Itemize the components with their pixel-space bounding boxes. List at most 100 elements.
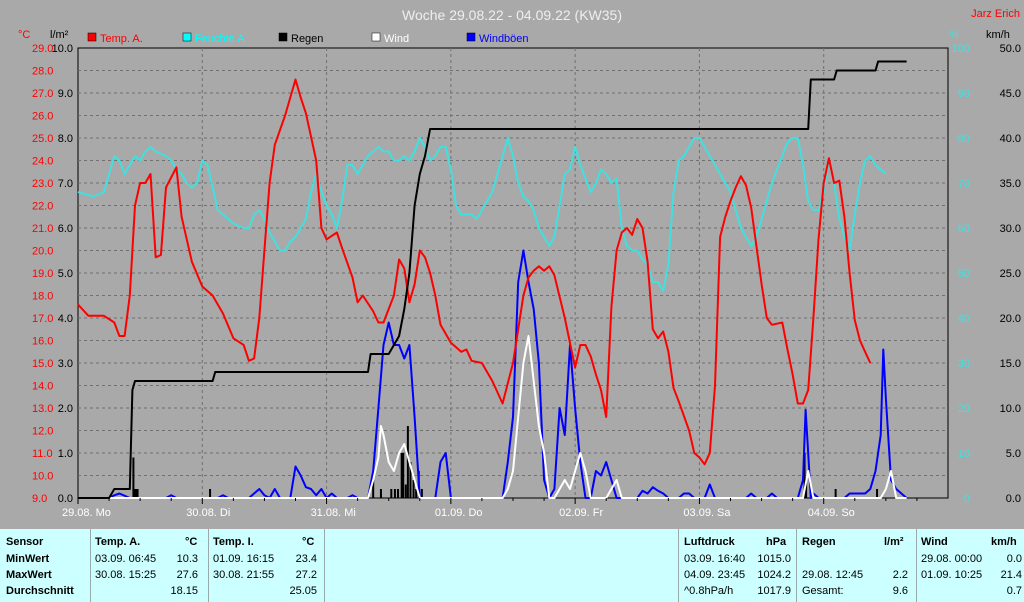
pressure-max-val: 1024.2: [757, 569, 791, 581]
divider: [916, 529, 917, 602]
rain-tick-label: 10.0: [52, 43, 73, 55]
row-label-avg: Durchschnitt: [6, 585, 74, 597]
wind-header: Wind: [921, 536, 948, 548]
temp-tick-label: 9.0: [32, 493, 47, 505]
temp-a-unit: °C: [185, 536, 198, 548]
rain-bar: [132, 457, 135, 498]
temp-tick-label: 25.0: [32, 133, 53, 145]
temp-tick-label: 19.0: [32, 268, 53, 280]
rain-bar: [420, 489, 423, 498]
pressure-min-date: 03.09. 16:40: [684, 553, 746, 565]
rain-bar: [406, 426, 409, 498]
rain-tick-label: 2.0: [58, 403, 73, 415]
rain-bar: [372, 480, 375, 498]
rain-unit-label: l/m²: [50, 29, 69, 41]
temp-i-max-val: 27.2: [295, 569, 317, 581]
rain-tick-label: 1.0: [58, 448, 73, 460]
hum-tick-label: 90: [958, 88, 970, 100]
rain-tick-label: 5.0: [58, 268, 73, 280]
temp-i-min-val: 23.4: [295, 553, 317, 565]
temp-tick-label: 16.0: [32, 336, 53, 348]
temp-tick-label: 17.0: [32, 313, 53, 325]
rain-tick-label: 6.0: [58, 223, 73, 235]
chart-title: Woche 29.08.22 - 04.09.22 (KW35): [402, 7, 622, 23]
legend-swatch: [87, 32, 97, 42]
divider: [324, 529, 325, 602]
temp-i-unit: °C: [302, 536, 315, 548]
row-label-max: MaxWert: [6, 569, 52, 581]
wind-tick-label: 45.0: [1000, 88, 1021, 100]
temp-tick-label: 21.0: [32, 223, 53, 235]
temp-tick-label: 12.0: [32, 426, 53, 438]
rain-bar: [390, 489, 393, 498]
temp-tick-label: 22.0: [32, 201, 53, 213]
row-label-min: MinWert: [6, 553, 50, 565]
rain-bar: [136, 489, 139, 498]
hum-unit-label: %: [949, 29, 959, 41]
rain-header: Regen: [802, 536, 836, 548]
pressure-unit: hPa: [766, 536, 787, 548]
rain-bar: [379, 489, 382, 498]
wind-tick-label: 30.0: [1000, 223, 1021, 235]
temp-tick-label: 24.0: [32, 156, 53, 168]
legend-label: Temp. A.: [100, 33, 143, 45]
hum-tick-label: 30: [958, 358, 970, 370]
x-tick-label: 31.08. Mi: [311, 507, 356, 519]
legend-label: Feuchte A.: [195, 33, 248, 45]
temp-a-min-date: 03.09. 06:45: [95, 553, 157, 565]
axes-group: 9.0 10.0 11.0 12.0 13.0 14.0 15.0 16.0 17.0 18.0 1…: [32, 43, 1021, 519]
temp-tick-label: 10.0: [32, 471, 53, 483]
pressure-trend: ^0.8hPa/h: [684, 585, 734, 597]
wind-avg: 0.7: [1006, 585, 1022, 597]
rain-tick-label: 9.0: [58, 88, 73, 100]
temp-a-min-val: 10.3: [176, 553, 198, 565]
rain-tick-label: 4.0: [58, 313, 73, 325]
gust-line: [78, 249, 908, 499]
rain-max-date: 29.08. 12:45: [802, 569, 864, 581]
temp-a-max-date: 30.08. 15:25: [95, 569, 157, 581]
temp-i-avg: 25.05: [289, 585, 317, 597]
legend-swatch: [466, 32, 476, 42]
sensor-header: Sensor: [6, 536, 44, 548]
temp-tick-label: 26.0: [32, 111, 53, 123]
rain-bar: [876, 489, 879, 498]
x-tick-label: 30.08. Di: [186, 507, 230, 519]
rain-bar: [415, 489, 418, 498]
divider: [90, 529, 91, 602]
temp-a-header: Temp. A.: [95, 536, 141, 548]
temp-line: [77, 78, 872, 466]
stats-table: Sensor MinWert MaxWert Durchschnitt Temp…: [0, 529, 1024, 602]
weather-chart: 9.0 10.0 11.0 12.0 13.0 14.0 15.0 16.0 17.0 18.0 1…: [18, 7, 1021, 519]
rain-bar: [402, 453, 405, 498]
wind-line: [78, 335, 907, 499]
legend-label: Regen: [291, 33, 323, 45]
rain-bar: [393, 489, 396, 498]
rain-bar: [404, 484, 407, 498]
grid-lines: [78, 48, 948, 498]
rain-tick-label: 0.0: [58, 493, 73, 505]
hum-tick-label: 70: [958, 178, 970, 190]
temp-tick-label: 14.0: [32, 381, 53, 393]
wind-unit: km/h: [991, 536, 1017, 548]
rain-total: 9.6: [892, 585, 908, 597]
rain-tick-label: 8.0: [58, 133, 73, 145]
rain-tick-label: 7.0: [58, 178, 73, 190]
rain-bar: [397, 489, 400, 498]
legend: Temp. A. Feuchte A. Regen Wind Windböen: [87, 32, 529, 45]
rain-max-val: 2.2: [892, 569, 908, 581]
temp-tick-label: 20.0: [32, 246, 53, 258]
rain-bar: [834, 489, 837, 498]
temp-tick-label: 29.0: [32, 43, 53, 55]
wind-tick-label: 20.0: [1000, 313, 1021, 325]
wind-tick-label: 35.0: [1000, 178, 1021, 190]
temp-a-max-val: 27.6: [176, 569, 198, 581]
wind-tick-label: 10.0: [1000, 403, 1021, 415]
pressure-max-date: 04.09. 23:45: [684, 569, 746, 581]
temp-tick-label: 11.0: [32, 448, 53, 460]
rain-total-label: Gesamt:: [802, 585, 844, 597]
rain-bar: [400, 453, 403, 498]
legend-label: Windböen: [479, 33, 529, 45]
temp-unit-label: °C: [18, 29, 30, 41]
divider: [678, 529, 679, 602]
temp-i-min-date: 01.09. 16:15: [213, 553, 275, 565]
